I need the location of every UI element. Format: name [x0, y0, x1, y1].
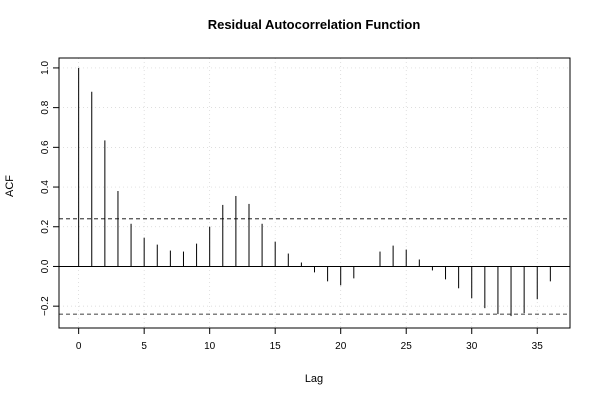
plot-area-border [58, 57, 571, 329]
y-axis-label: ACF [4, 175, 16, 197]
x-tick-label: 5 [141, 341, 147, 352]
y-tick-label: 0.6 [40, 140, 51, 154]
x-tick-label: 20 [335, 341, 347, 352]
x-axis: 0 5 10 15 20 25 30 35 [76, 328, 543, 352]
y-tick-label: 0.4 [40, 180, 51, 194]
x-tick-label: 0 [76, 341, 82, 352]
y-tick-label: 0.8 [40, 100, 51, 114]
x-tick-label: 30 [466, 341, 478, 352]
x-tick-label: 35 [532, 341, 544, 352]
y-tick-label: −0.2 [40, 296, 51, 316]
y-tick-label: 0.0 [40, 259, 51, 273]
x-tick-label: 10 [204, 341, 216, 352]
grid-lines [59, 58, 570, 328]
confidence-bounds [59, 218, 570, 315]
y-tick-label: 1.0 [40, 61, 51, 75]
acf-bars [59, 67, 570, 317]
chart-title: Residual Autocorrelation Function [208, 17, 421, 32]
y-tick-label: 0.2 [40, 219, 51, 233]
x-axis-label: Lag [305, 373, 323, 385]
x-tick-label: 15 [270, 341, 282, 352]
y-axis: −0.2 0.0 0.2 0.4 0.6 0.8 1.0 [40, 61, 59, 316]
x-tick-label: 25 [401, 341, 413, 352]
